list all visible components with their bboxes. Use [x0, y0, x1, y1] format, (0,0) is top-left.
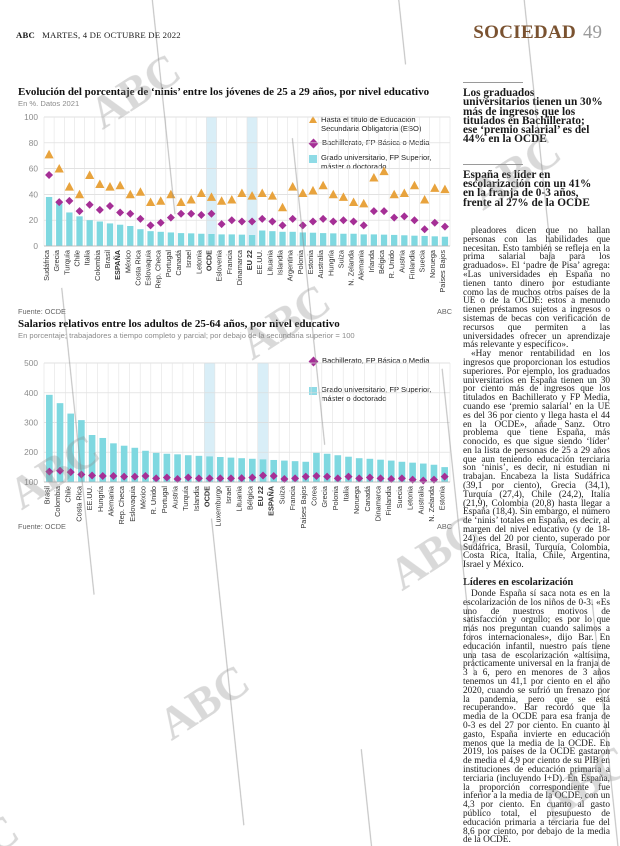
svg-text:Alemania: Alemania — [106, 485, 115, 516]
svg-text:Israel: Israel — [184, 250, 193, 268]
svg-text:Alemania: Alemania — [357, 249, 366, 280]
svg-text:100: 100 — [24, 477, 38, 487]
svg-text:Brasil: Brasil — [42, 486, 51, 505]
svg-text:Portugal: Portugal — [160, 486, 169, 514]
svg-text:EU 22: EU 22 — [245, 250, 254, 270]
svg-text:OCDE: OCDE — [204, 250, 213, 271]
svg-text:Corea: Corea — [309, 485, 318, 506]
svg-text:EU 22: EU 22 — [256, 486, 265, 506]
svg-text:Estonia: Estonia — [438, 485, 447, 510]
svg-text:Austria: Austria — [397, 249, 406, 273]
svg-text:R. Unido: R. Unido — [387, 250, 396, 278]
svg-text:Eslovaquia: Eslovaquia — [144, 249, 153, 286]
svg-text:Italia: Italia — [342, 485, 351, 501]
svg-text:Dinamarca: Dinamarca — [374, 485, 383, 521]
svg-text:Finlandia: Finlandia — [384, 485, 393, 516]
svg-text:Australia: Australia — [316, 249, 325, 278]
svg-text:Turquía: Turquía — [181, 485, 190, 511]
svg-text:Irlanda: Irlanda — [367, 249, 376, 272]
svg-text:Estonia: Estonia — [306, 249, 315, 274]
svg-text:México: México — [123, 250, 132, 273]
svg-text:0: 0 — [33, 241, 38, 251]
svg-text:20: 20 — [29, 215, 39, 225]
svg-text:40: 40 — [29, 189, 39, 199]
svg-text:Sudáfrica: Sudáfrica — [42, 249, 51, 281]
svg-text:Suiza: Suiza — [336, 249, 345, 268]
svg-text:Islandia: Islandia — [192, 485, 201, 511]
svg-text:Islandia: Islandia — [276, 249, 285, 275]
svg-text:Letonia: Letonia — [194, 249, 203, 274]
svg-text:Colombia: Colombia — [93, 249, 102, 281]
svg-text:Bélgica: Bélgica — [245, 485, 254, 510]
svg-text:Brasil: Brasil — [103, 250, 112, 269]
svg-text:Luxemburgo: Luxemburgo — [213, 486, 222, 527]
svg-text:Francia: Francia — [225, 249, 234, 274]
svg-text:Turquía: Turquía — [62, 249, 71, 275]
svg-text:Austria: Austria — [171, 485, 180, 509]
svg-text:Rep. Checa: Rep. Checa — [117, 485, 126, 524]
svg-text:N. Zelanda: N. Zelanda — [427, 485, 436, 522]
svg-text:Argentina: Argentina — [286, 249, 295, 281]
svg-text:Canadá: Canadá — [363, 485, 372, 512]
svg-text:Rep. Checa: Rep. Checa — [154, 249, 163, 288]
svg-text:Lituania: Lituania — [265, 249, 274, 276]
svg-text:OCDE: OCDE — [203, 486, 212, 507]
svg-text:México: México — [139, 486, 148, 509]
svg-text:80: 80 — [29, 138, 39, 148]
svg-text:Chile: Chile — [73, 250, 82, 267]
svg-text:Australia: Australia — [416, 485, 425, 514]
svg-text:Colombia: Colombia — [53, 485, 62, 517]
svg-text:Hungría: Hungría — [326, 249, 335, 276]
svg-text:N. Zelanda: N. Zelanda — [347, 249, 356, 286]
svg-text:400: 400 — [24, 388, 38, 398]
svg-text:Dinamarca: Dinamarca — [235, 249, 244, 285]
svg-text:Francia: Francia — [288, 485, 297, 510]
svg-text:Eslovaquia: Eslovaquia — [128, 485, 137, 522]
svg-text:Polonia: Polonia — [331, 485, 340, 510]
svg-text:Letonia: Letonia — [406, 485, 415, 510]
svg-text:EE.UU.: EE.UU. — [85, 486, 94, 510]
svg-text:Suecia: Suecia — [395, 485, 404, 508]
svg-text:100: 100 — [24, 112, 38, 122]
svg-text:Polonia: Polonia — [296, 249, 305, 274]
svg-text:Suecia: Suecia — [418, 249, 427, 272]
svg-text:Grecia: Grecia — [52, 249, 61, 271]
svg-text:EE.UU.: EE.UU. — [255, 250, 264, 274]
svg-text:Costa Rica: Costa Rica — [133, 249, 142, 286]
svg-text:Chile: Chile — [64, 486, 73, 503]
svg-text:Israel: Israel — [224, 486, 233, 504]
svg-text:200: 200 — [24, 447, 38, 457]
svg-text:Bélgica: Bélgica — [377, 249, 386, 274]
svg-text:ESPAÑA: ESPAÑA — [267, 485, 276, 516]
svg-text:Costa Rica: Costa Rica — [74, 485, 83, 522]
svg-text:Portugal: Portugal — [164, 250, 173, 278]
svg-text:300: 300 — [24, 418, 38, 428]
svg-text:60: 60 — [29, 164, 39, 174]
svg-text:Noruega: Noruega — [428, 249, 437, 278]
svg-text:ESPAÑA: ESPAÑA — [113, 249, 122, 280]
svg-text:Canadá: Canadá — [174, 249, 183, 276]
svg-text:Hungría: Hungría — [96, 485, 105, 512]
svg-text:Italia: Italia — [83, 249, 92, 265]
svg-text:Noruega: Noruega — [352, 485, 361, 514]
svg-text:Eslovenia: Eslovenia — [215, 249, 224, 282]
svg-text:R. Unido: R. Unido — [149, 486, 158, 514]
svg-text:Grecia: Grecia — [320, 485, 329, 507]
svg-text:Finlandia: Finlandia — [407, 249, 416, 280]
svg-text:500: 500 — [24, 358, 38, 368]
svg-text:Suiza: Suiza — [277, 485, 286, 504]
svg-text:Lituania: Lituania — [235, 485, 244, 512]
svg-text:Países Bajos: Países Bajos — [438, 250, 447, 293]
